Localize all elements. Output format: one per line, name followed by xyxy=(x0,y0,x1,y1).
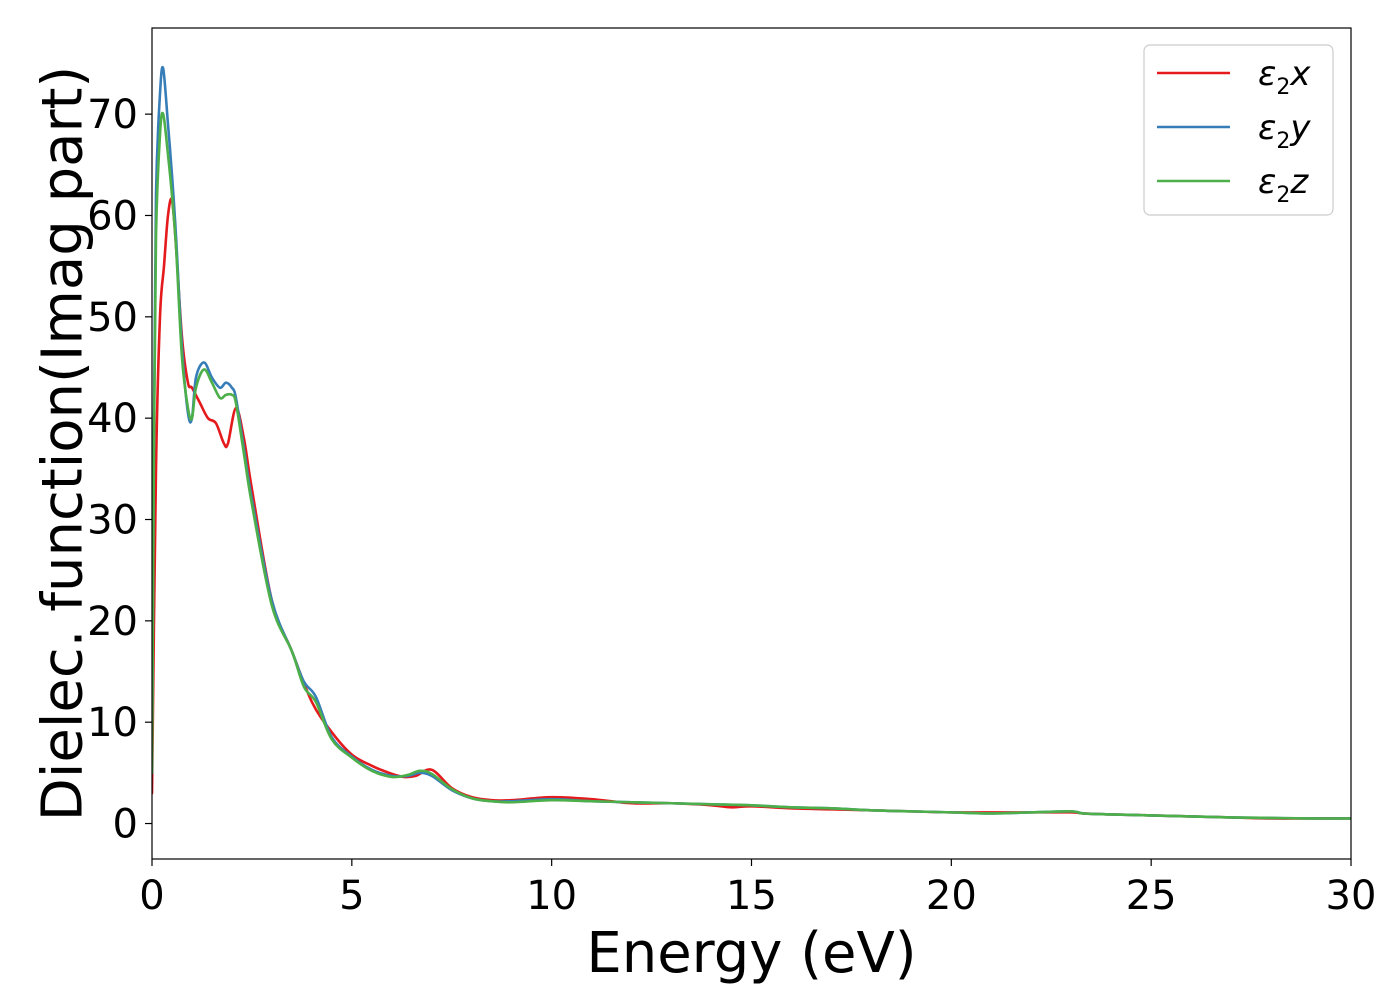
x-axis: 0 5 10 15 20 25 30 xyxy=(139,859,1376,919)
y-tick-label: 10 xyxy=(87,700,138,746)
x-tick-label: 5 xyxy=(339,873,364,919)
y-tick-label: 50 xyxy=(87,295,138,341)
y-tick-label: 40 xyxy=(87,396,138,442)
x-tick-label: 10 xyxy=(526,873,577,919)
y-axis-label: Dielec. function(Imag part) xyxy=(31,66,96,822)
x-axis-label: Energy (eV) xyxy=(586,921,916,986)
y-tick-label: 60 xyxy=(87,193,138,239)
legend-label: ε2x xyxy=(1258,54,1311,100)
legend-label: ε2y xyxy=(1258,108,1311,154)
legend: ε2x ε2y ε2z xyxy=(1143,44,1334,216)
legend-label: ε2z xyxy=(1258,162,1309,208)
legend-box xyxy=(1143,44,1334,216)
x-tick-label: 15 xyxy=(726,873,777,919)
x-tick-label: 25 xyxy=(1126,873,1177,919)
y-tick-label: 30 xyxy=(87,498,138,544)
plot-lines xyxy=(152,66,1351,820)
series-line-z xyxy=(152,111,1351,820)
x-tick-label: 30 xyxy=(1326,873,1377,919)
y-axis: 0 10 20 30 40 50 60 70 xyxy=(87,92,152,848)
x-tick-label: 20 xyxy=(926,873,977,919)
x-tick-label: 0 xyxy=(139,873,164,919)
y-tick-label: 20 xyxy=(87,599,138,645)
y-tick-label: 70 xyxy=(87,92,138,138)
y-tick-label: 0 xyxy=(113,802,138,848)
